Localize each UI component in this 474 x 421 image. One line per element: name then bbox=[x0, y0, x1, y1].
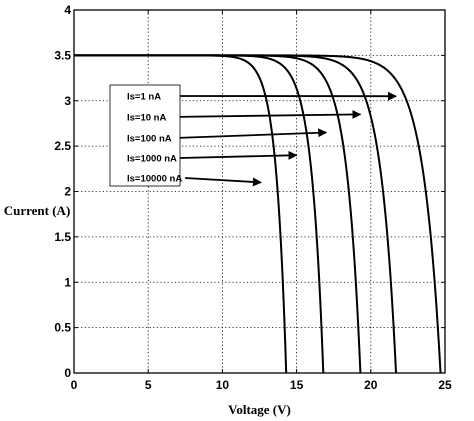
x-tick-label: 0 bbox=[71, 378, 78, 392]
annotation-arrow bbox=[179, 150, 298, 160]
y-tick-label: 1 bbox=[64, 275, 71, 289]
y-tick-label: 0.5 bbox=[54, 321, 71, 335]
legend-label: Is=10 nA bbox=[127, 113, 166, 124]
grid-lines bbox=[74, 10, 445, 373]
y-tick-label: 2.5 bbox=[54, 139, 71, 153]
y-tick-label: 2 bbox=[64, 185, 71, 199]
y-tick-label: 4 bbox=[64, 3, 71, 17]
y-tick-label: 3.5 bbox=[54, 48, 71, 62]
y-axis-label: Current (A) bbox=[4, 203, 71, 218]
legend-box bbox=[109, 84, 181, 187]
legend-label: Is=1 nA bbox=[127, 92, 161, 103]
x-tick-label: 5 bbox=[145, 378, 152, 392]
x-tick-label: 20 bbox=[364, 378, 378, 392]
x-tick-label: 25 bbox=[438, 378, 452, 392]
legend-label: Is=1000 nA bbox=[127, 154, 177, 165]
axis-ticks: 0 5 10 15 20 25 0 0.5 1 1.5 2 2.5 3 3.5 4 bbox=[54, 3, 452, 392]
series-line bbox=[74, 54, 288, 374]
annotation-arrow bbox=[174, 128, 328, 139]
legend: Is=1 nA Is=10 nA Is=100 nA Is=1000 nA Is=100… bbox=[109, 84, 182, 187]
x-tick-label: 15 bbox=[290, 378, 304, 392]
legend-label: Is=10000 nA bbox=[127, 174, 182, 185]
annotation-arrow bbox=[169, 109, 362, 119]
y-tick-label: 1.5 bbox=[54, 230, 71, 244]
plot-frame bbox=[73, 9, 446, 374]
y-tick-label: 3 bbox=[64, 94, 71, 108]
annotation-arrow bbox=[185, 177, 262, 187]
x-axis-label: Voltage (V) bbox=[228, 402, 291, 417]
annotations bbox=[164, 91, 397, 187]
legend-label: Is=100 nA bbox=[127, 134, 172, 145]
series-curves bbox=[74, 54, 442, 374]
x-tick-label: 10 bbox=[216, 378, 230, 392]
y-tick-label: 0 bbox=[64, 366, 71, 380]
